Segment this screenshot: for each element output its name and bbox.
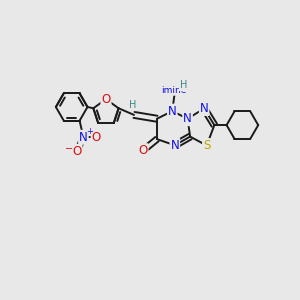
Text: O: O xyxy=(101,93,111,106)
Text: H: H xyxy=(179,80,187,90)
Text: N: N xyxy=(168,105,177,118)
Text: +: + xyxy=(87,128,94,136)
Text: O: O xyxy=(92,131,101,144)
Text: N: N xyxy=(200,102,208,115)
Text: N: N xyxy=(183,112,192,125)
Text: −: − xyxy=(64,144,73,154)
Text: O: O xyxy=(72,145,82,158)
Text: N: N xyxy=(79,131,88,144)
Text: H: H xyxy=(129,100,136,110)
Text: imine: imine xyxy=(160,86,186,95)
Text: S: S xyxy=(203,139,210,152)
Text: O: O xyxy=(138,144,148,157)
Text: N: N xyxy=(170,139,179,152)
